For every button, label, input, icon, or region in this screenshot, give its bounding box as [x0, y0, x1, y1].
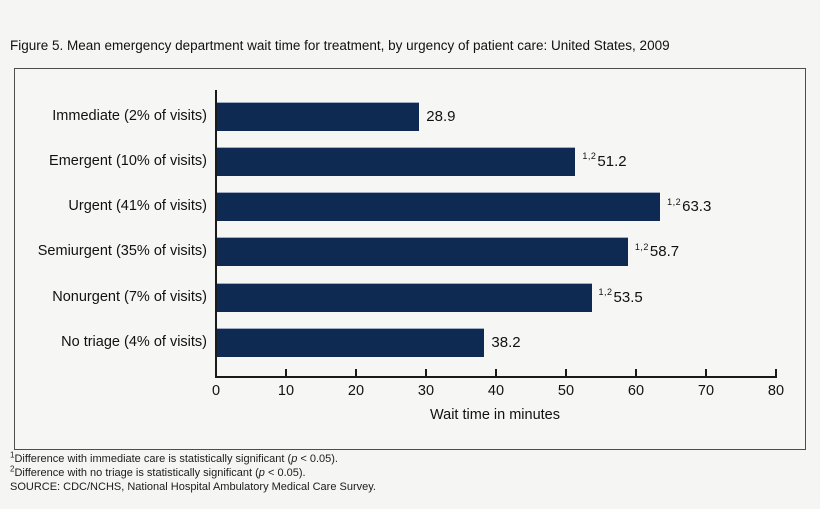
bar: [217, 146, 576, 176]
x-tick-label: 60: [627, 383, 645, 399]
footnote-superscript: 1: [10, 450, 15, 460]
footnote: 1Difference with immediate care is stati…: [10, 450, 338, 465]
figure-title: Figure 5. Mean emergency department wait…: [10, 38, 670, 53]
y-axis-line: [215, 90, 217, 378]
x-axis-tick: [285, 369, 287, 376]
x-axis-tick: [355, 369, 357, 376]
x-tick-label: 20: [347, 383, 365, 399]
bar: [217, 328, 485, 357]
value-number: 58.7: [649, 243, 680, 261]
category-label: Urgent (41% of visits): [68, 198, 207, 215]
x-tick-label: 50: [557, 383, 575, 399]
bar: [217, 192, 661, 222]
category-label: Semiurgent (35% of visits): [37, 243, 207, 260]
x-axis-line: [215, 376, 777, 378]
footnote: 2Difference with no triage is statistica…: [10, 464, 306, 479]
bar: [217, 101, 420, 131]
x-axis-tick: [425, 369, 427, 376]
value-label: 1,2 58.7: [635, 237, 679, 266]
p-value-symbol: p: [291, 453, 298, 465]
x-axis-tick: [635, 369, 637, 376]
value-number: 51.2: [597, 152, 627, 170]
x-axis-tick: [705, 369, 707, 376]
x-tick-label: 70: [697, 383, 715, 399]
value-number: 53.5: [613, 288, 643, 306]
x-axis-label: Wait time in minutes: [430, 407, 560, 423]
x-tick-label: 10: [277, 383, 295, 399]
value-label: 38.2: [491, 328, 520, 357]
category-label: Nonurgent (7% of visits): [52, 288, 207, 305]
value-number: 28.9: [426, 107, 456, 125]
value-label: 28.9: [426, 102, 455, 131]
source-note: SOURCE: CDC/NCHS, National Hospital Ambu…: [10, 481, 376, 493]
value-label: 1,2 63.3: [667, 192, 711, 221]
category-label: Emergent (10% of visits): [49, 152, 207, 169]
value-superscript: 1,2: [582, 151, 597, 162]
x-axis-tick: [565, 369, 567, 376]
chart-frame: 0 10 20 30 40 50 60 70 80 Immediate (2% of visits…: [14, 68, 806, 450]
x-tick-label: 40: [487, 383, 505, 399]
category-label: No triage (4% of visits): [61, 334, 207, 350]
value-label: 1,2 53.5: [599, 283, 643, 312]
value-superscript: 1,2: [634, 241, 649, 252]
value-number: 63.3: [682, 198, 712, 216]
value-superscript: 1,2: [598, 287, 613, 298]
bar: [217, 237, 628, 267]
x-axis-tick: [495, 369, 497, 376]
x-tick-label: 0: [211, 383, 221, 399]
p-value-symbol: p: [258, 467, 265, 479]
value-superscript: 1,2: [667, 196, 682, 207]
x-axis-tick: [775, 369, 777, 376]
footnote-superscript: 2: [10, 464, 15, 474]
value-number: 38.2: [491, 334, 521, 351]
x-tick-label: 30: [417, 383, 435, 399]
footnotes-block: 1Difference with immediate care is stati…: [10, 450, 376, 494]
x-tick-label: 80: [767, 383, 785, 399]
bar: [217, 282, 592, 312]
value-label: 1,2 51.2: [582, 147, 626, 176]
category-label: Immediate (2% of visits): [52, 107, 207, 124]
